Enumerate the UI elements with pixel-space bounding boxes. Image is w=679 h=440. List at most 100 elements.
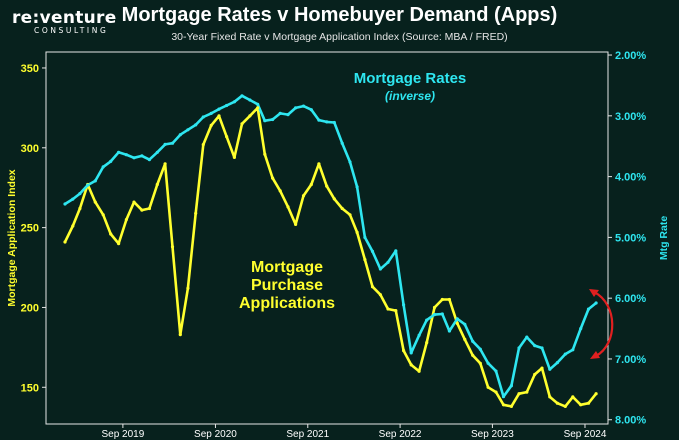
applications-point bbox=[201, 143, 205, 147]
rates-point bbox=[271, 117, 275, 122]
applications-point bbox=[256, 106, 260, 110]
annotation-purchase-line: Applications bbox=[239, 295, 335, 312]
applications-point bbox=[109, 232, 113, 236]
annotation-purchase-applications: Mortgage Purchase Applications bbox=[239, 259, 335, 312]
applications-point bbox=[455, 321, 459, 325]
applications-point bbox=[409, 363, 413, 367]
logo-wordmark: re:venture bbox=[12, 8, 117, 28]
applications-point bbox=[555, 401, 560, 405]
applications-point bbox=[563, 404, 567, 408]
applications-point bbox=[370, 285, 375, 289]
applications-point bbox=[417, 369, 421, 373]
rates-line bbox=[63, 94, 598, 398]
rates-point bbox=[301, 104, 306, 108]
rates-point bbox=[378, 267, 382, 271]
rates-point bbox=[540, 346, 544, 350]
rates-point bbox=[363, 235, 367, 239]
rates-point bbox=[147, 158, 151, 162]
x-axis-tick-label: Sep 2019 bbox=[101, 429, 144, 440]
applications-point bbox=[363, 258, 367, 262]
annotation-inverse: (inverse) bbox=[385, 89, 435, 103]
applications-point bbox=[309, 182, 313, 187]
rates-point bbox=[155, 150, 159, 154]
rates-point bbox=[432, 313, 437, 317]
applications-point bbox=[332, 197, 336, 201]
rates-point bbox=[325, 120, 329, 124]
right-axis-tick-label: 5.00% bbox=[615, 232, 646, 244]
left-axis-tick-label: 150 bbox=[21, 382, 39, 394]
applications-point bbox=[348, 213, 352, 217]
rates-point bbox=[501, 395, 506, 399]
applications-point bbox=[586, 401, 591, 405]
applications-point bbox=[194, 211, 198, 215]
rates-point bbox=[78, 192, 82, 196]
left-axis-title: Mortgage Application Index bbox=[6, 169, 18, 306]
left-axis-tick-label: 350 bbox=[21, 63, 39, 75]
logo-tagline: CONSULTING bbox=[34, 26, 109, 35]
rates-point bbox=[294, 106, 298, 110]
right-axis-tick-label: 4.00% bbox=[615, 172, 646, 184]
rates-point bbox=[370, 249, 375, 253]
rates-point bbox=[394, 249, 398, 253]
applications-point bbox=[440, 297, 444, 302]
rates-point bbox=[417, 333, 421, 337]
rates-point bbox=[140, 154, 144, 158]
rates-point bbox=[517, 346, 521, 350]
rates-point bbox=[463, 322, 467, 326]
rates-point bbox=[178, 133, 182, 137]
rates-point bbox=[194, 123, 198, 127]
rates-point bbox=[555, 361, 560, 365]
right-axis-tick-label: 8.00% bbox=[615, 415, 646, 427]
applications-point bbox=[240, 122, 244, 126]
applications-point bbox=[432, 305, 437, 310]
applications-point bbox=[486, 385, 490, 389]
applications-point bbox=[317, 162, 321, 166]
rates-point bbox=[332, 120, 336, 125]
divergence-arrow-head-bottom bbox=[590, 351, 600, 359]
right-axis-title: Mtg Rate bbox=[658, 216, 670, 260]
applications-point bbox=[301, 194, 306, 198]
rates-point bbox=[533, 344, 537, 348]
applications-point bbox=[294, 222, 298, 226]
rates-point bbox=[109, 159, 113, 163]
rates-point bbox=[478, 347, 482, 351]
logo: re:venture CONSULTING bbox=[12, 8, 117, 35]
rates-point bbox=[548, 367, 552, 371]
rates-point bbox=[248, 98, 252, 102]
rates-point bbox=[355, 185, 359, 189]
series-points bbox=[63, 94, 598, 408]
applications-point bbox=[170, 245, 175, 249]
left-axis-tick-label: 250 bbox=[21, 223, 39, 235]
applications-point bbox=[525, 390, 529, 394]
rates-point bbox=[386, 260, 390, 264]
applications-point bbox=[517, 392, 521, 396]
applications-point bbox=[501, 403, 506, 407]
right-axis-tick-label: 2.00% bbox=[615, 50, 646, 62]
divergence-arrow bbox=[593, 291, 614, 357]
right-axis-tick-label: 3.00% bbox=[615, 111, 646, 123]
rates-point bbox=[101, 165, 105, 169]
applications-point bbox=[147, 206, 151, 211]
applications-point bbox=[271, 176, 275, 180]
left-axis-ticks: 150 200 250 300 350 bbox=[21, 63, 46, 394]
rates-point bbox=[201, 115, 205, 119]
applications-point bbox=[471, 353, 475, 357]
rates-point bbox=[170, 141, 175, 145]
rates-point bbox=[486, 361, 490, 365]
x-axis-tick-label: Sep 2021 bbox=[286, 429, 329, 440]
applications-point bbox=[378, 293, 382, 297]
rates-point bbox=[263, 119, 267, 123]
left-axis-tick-label: 300 bbox=[21, 143, 39, 155]
rates-point bbox=[447, 329, 451, 333]
rates-point bbox=[586, 307, 591, 311]
series-lines bbox=[63, 94, 598, 408]
rates-point bbox=[225, 103, 229, 108]
applications-point bbox=[394, 309, 398, 313]
applications-point bbox=[186, 286, 190, 290]
applications-point bbox=[325, 184, 329, 188]
rates-point bbox=[494, 369, 498, 373]
rates-point bbox=[278, 111, 282, 115]
rates-point bbox=[455, 317, 459, 321]
annotation-purchase-line: Purchase bbox=[251, 277, 323, 294]
rates-point bbox=[471, 339, 475, 343]
